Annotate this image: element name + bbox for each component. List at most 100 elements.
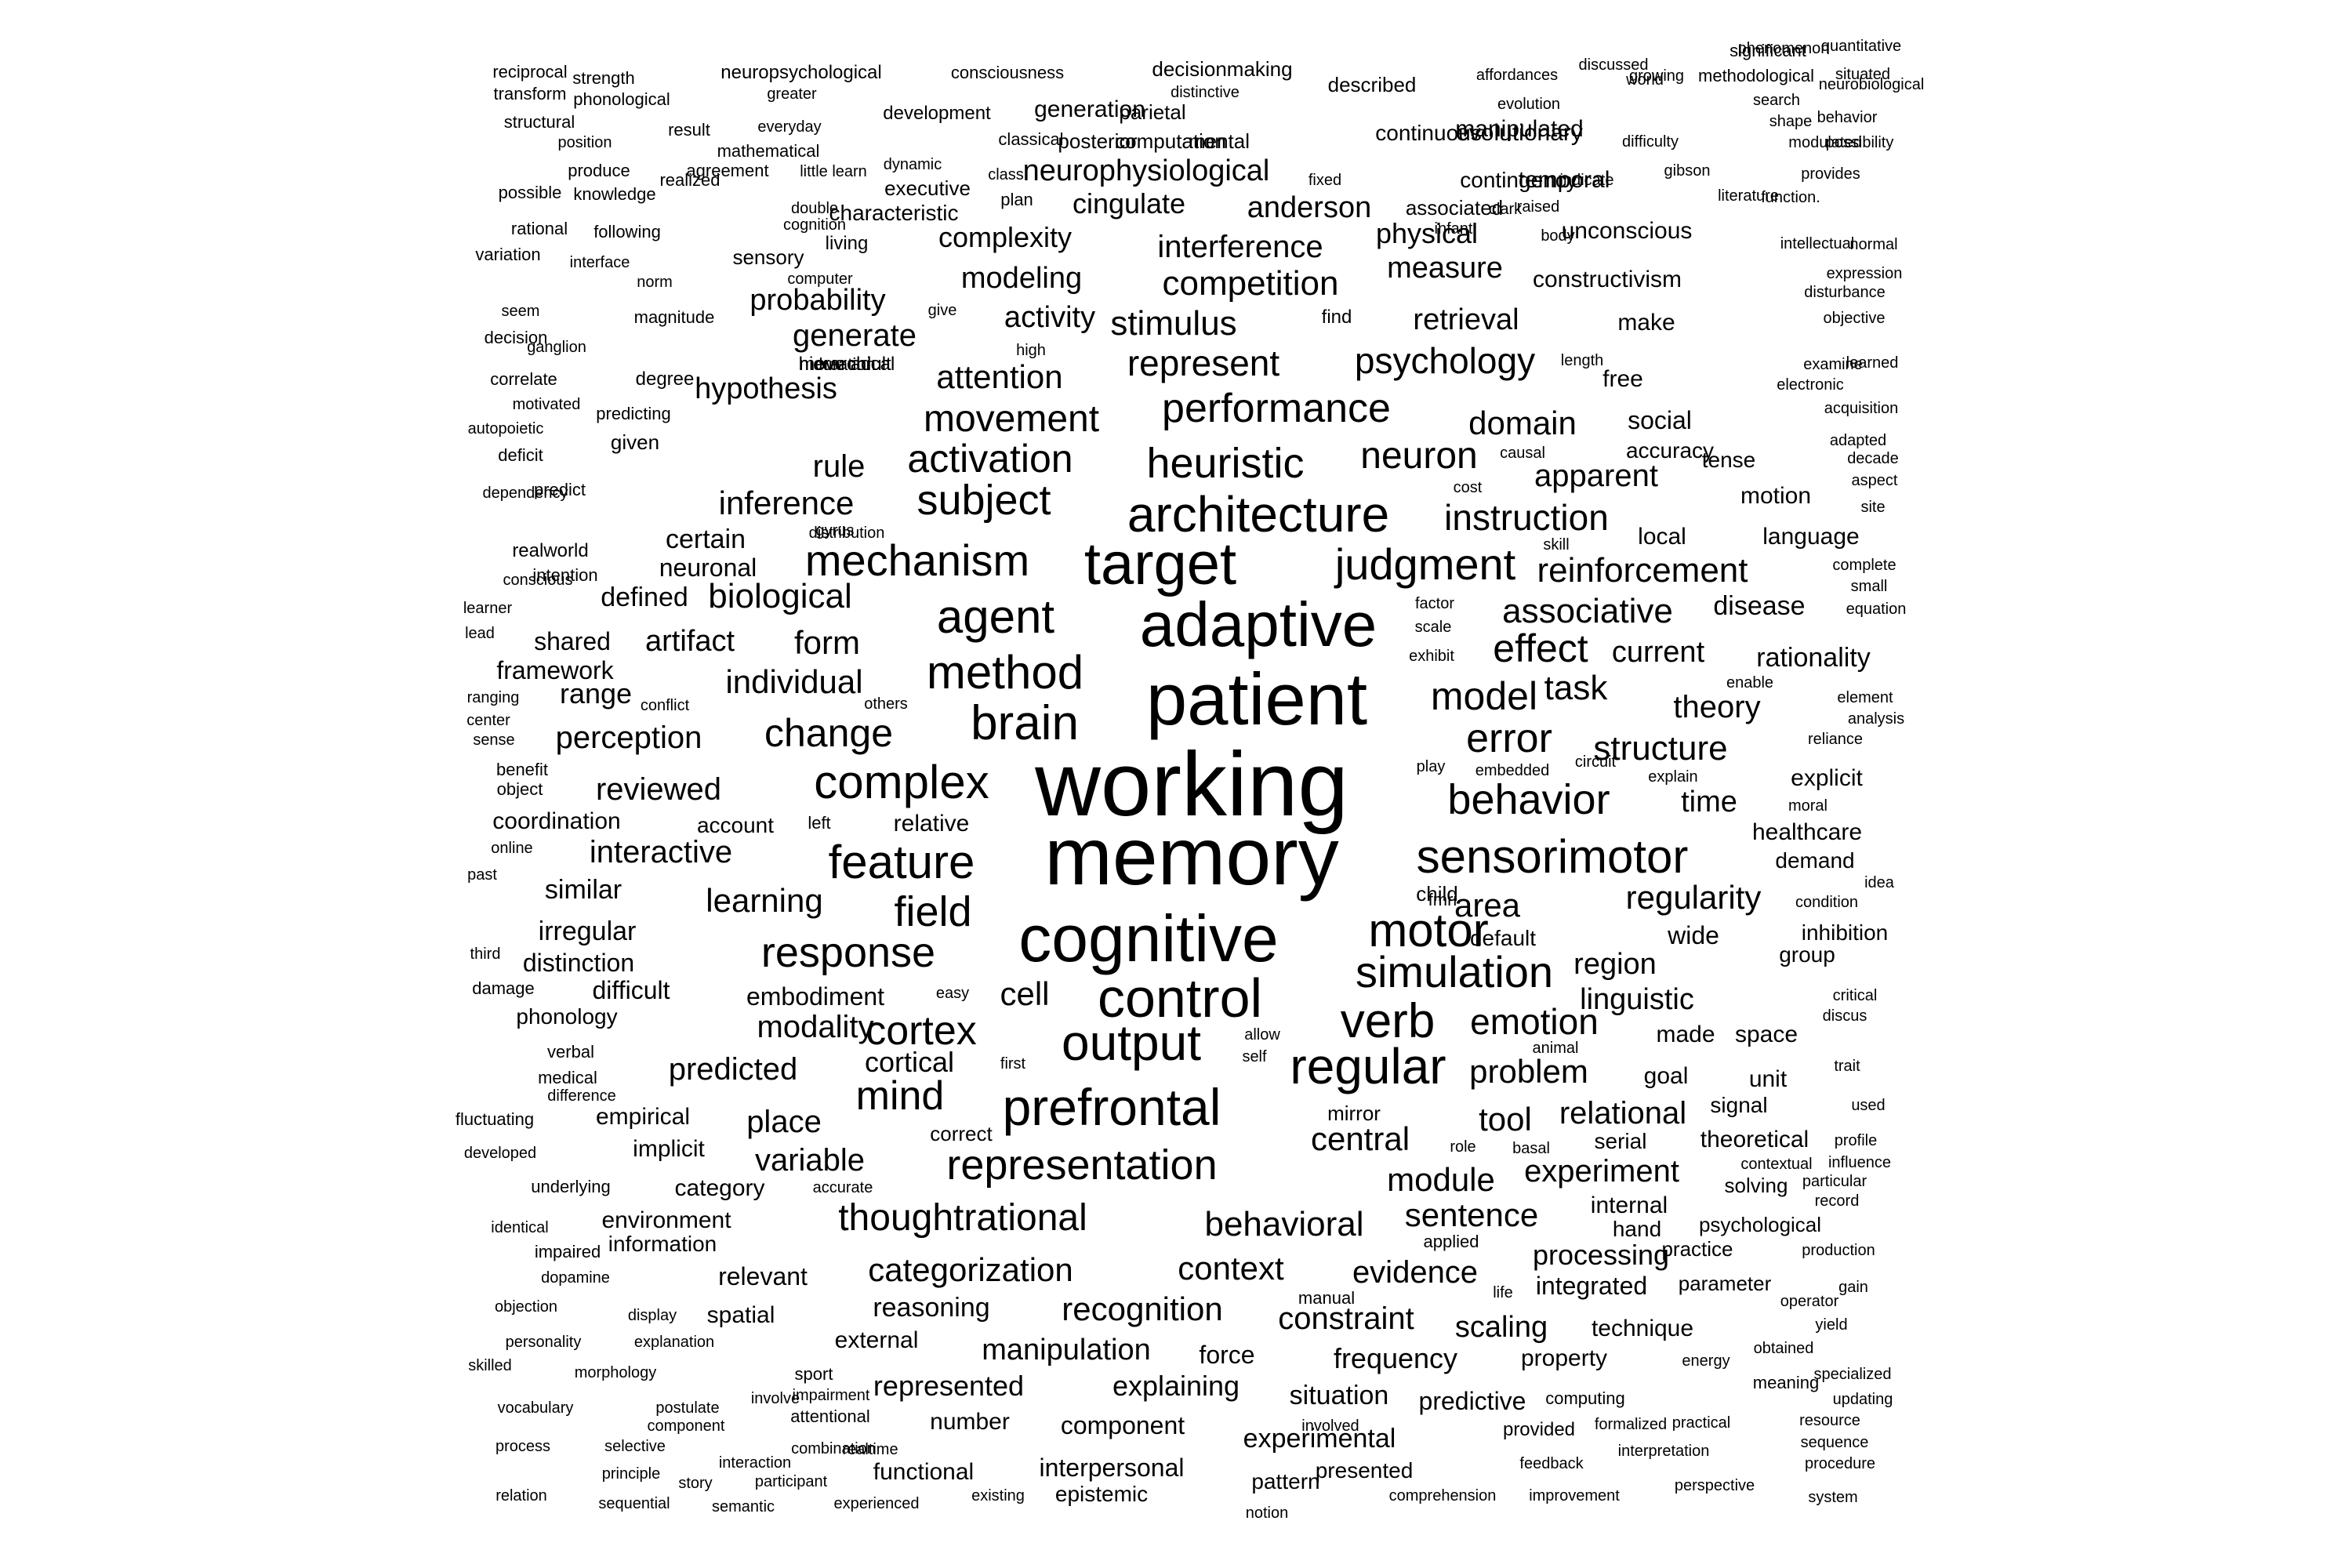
word-applied: applied — [1423, 1232, 1479, 1251]
word-reciprocal: reciprocal — [492, 62, 568, 82]
word-predicting: predicting — [596, 404, 671, 423]
word-social: social — [1628, 406, 1692, 434]
word-sense: sense — [473, 731, 515, 749]
word-distinction: distinction — [522, 949, 635, 977]
word-clark: clark — [1488, 201, 1523, 218]
word-site: site — [1860, 499, 1886, 516]
word-relative: relative — [893, 811, 970, 837]
word-process: process — [495, 1438, 551, 1455]
word-motor: motor — [1368, 904, 1489, 956]
word-situated: situated — [1835, 66, 1891, 83]
word-influence: influence — [1828, 1154, 1892, 1171]
word-adaptive: adaptive — [1139, 590, 1377, 659]
word-module: module — [1387, 1161, 1495, 1198]
word-problem: problem — [1469, 1053, 1588, 1090]
word-structure: structure — [1593, 729, 1728, 768]
word-regularity: regularity — [1625, 879, 1762, 916]
word-experimental: experimental — [1243, 1424, 1396, 1454]
word-distribution: distribution — [808, 524, 885, 542]
word-idea: idea — [1864, 874, 1894, 891]
word-control: control — [1097, 967, 1263, 1029]
word-sequence: sequence — [1800, 1434, 1869, 1451]
word-regular: regular — [1290, 1038, 1446, 1094]
word-parietal: parietal — [1119, 100, 1186, 124]
word-mirror: mirror — [1327, 1102, 1381, 1125]
word-neuropsychological: neuropsychological — [720, 62, 882, 83]
word-significant: significant — [1730, 41, 1806, 60]
word-frequency: frequency — [1333, 1342, 1458, 1374]
word-decisionmaking: decisionmaking — [1152, 57, 1293, 81]
word-electronic: electronic — [1777, 376, 1844, 394]
word-record: record — [1814, 1192, 1860, 1210]
word-production: production — [1802, 1242, 1875, 1259]
word-activation: activation — [907, 437, 1073, 481]
word-basal: basal — [1512, 1140, 1550, 1157]
word-morphology: morphology — [574, 1364, 657, 1381]
word-story: story — [678, 1475, 713, 1492]
word-tool: tool — [1479, 1101, 1532, 1138]
word-make: make — [1617, 310, 1675, 336]
word-factor: factor — [1414, 595, 1455, 612]
word-sensorimotor: sensorimotor — [1416, 830, 1689, 883]
word-expression: expression — [1826, 265, 1903, 282]
word-meaning: meaning — [1752, 1373, 1820, 1392]
word-mechanism: mechanism — [804, 535, 1030, 585]
word-embodiment: embodiment — [746, 982, 885, 1011]
word-linguistic: linguistic — [1580, 983, 1694, 1016]
word-information: information — [608, 1232, 717, 1256]
word-existing: existing — [971, 1487, 1025, 1504]
word-recognition: recognition — [1062, 1290, 1223, 1327]
word-dynamic: dynamic — [883, 156, 942, 173]
word-notion: notion — [1245, 1504, 1289, 1522]
word-interface: interface — [569, 254, 630, 271]
word-error: error — [1466, 716, 1552, 761]
word-task: task — [1544, 669, 1608, 707]
word-solving: solving — [1724, 1174, 1788, 1197]
word-context: context — [1178, 1250, 1284, 1287]
word-disease: disease — [1713, 591, 1806, 621]
word-explain: explain — [1648, 768, 1698, 786]
word-rational: rational — [510, 219, 568, 238]
word-length: length — [1560, 352, 1604, 369]
word-comprehension: comprehension — [1388, 1487, 1497, 1504]
word-realized: realized — [659, 170, 720, 190]
word-output: output — [1062, 1014, 1201, 1071]
word-past: past — [467, 866, 497, 884]
word-perception: perception — [555, 720, 702, 755]
word-reviewed: reviewed — [595, 772, 722, 807]
word-practice: practice — [1661, 1237, 1733, 1261]
word-psychological: psychological — [1698, 1213, 1822, 1236]
word-individual: individual — [725, 663, 863, 700]
word-method: method — [926, 646, 1084, 699]
word-energy: energy — [1682, 1352, 1730, 1370]
word-explicit: explicit — [1791, 765, 1863, 791]
word-internal: internal — [1590, 1192, 1668, 1218]
word-child: child — [1416, 882, 1458, 906]
word-component: component — [647, 1417, 725, 1435]
word-interpretation: interpretation — [1617, 1443, 1710, 1460]
word-distinctive: distinctive — [1171, 84, 1240, 101]
word-explaining: explaining — [1112, 1370, 1240, 1402]
word-conflict: conflict — [640, 697, 690, 714]
word-anderson: anderson — [1247, 191, 1372, 224]
word-cortex: cortex — [866, 1008, 977, 1054]
word-system: system — [1808, 1489, 1858, 1506]
word-effect: effect — [1493, 626, 1588, 670]
word-retrieval: retrieval — [1413, 303, 1519, 336]
word-obtained: obtained — [1753, 1340, 1814, 1357]
word-characteristic: characteristic — [829, 201, 959, 225]
word-neurophysiological: neurophysiological — [1022, 154, 1270, 187]
word-neurobiological: neurobiological — [1818, 76, 1925, 93]
word-epistemic: epistemic — [1054, 1482, 1149, 1506]
word-possibility: possibility — [1825, 134, 1894, 151]
word-subject: subject — [916, 477, 1051, 524]
word-online: online — [491, 840, 533, 857]
word-conscious: conscious — [503, 572, 573, 589]
word-category: category — [674, 1175, 765, 1201]
word-development: development — [883, 103, 991, 124]
word-number: number — [930, 1409, 1010, 1435]
word-posterior: posterior — [1058, 129, 1138, 153]
word-personality: personality — [505, 1334, 582, 1351]
word-group: group — [1779, 942, 1835, 967]
word-affordances: affordances — [1475, 67, 1559, 84]
